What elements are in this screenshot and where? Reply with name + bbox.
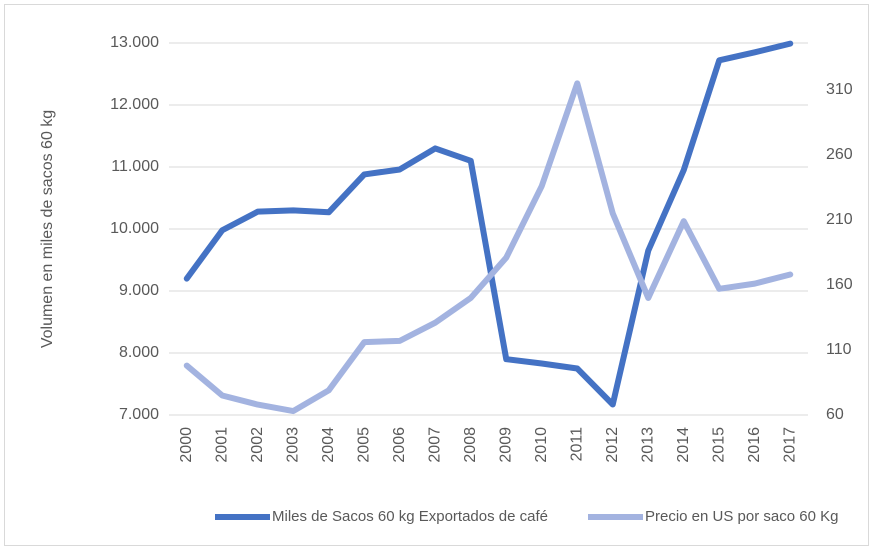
y-tick-label: 7.000 [119, 406, 159, 423]
x-tick-label: 2001 [213, 427, 230, 463]
x-tick-label: 2012 [604, 427, 621, 463]
y-tick-label: 11.000 [111, 158, 159, 175]
x-tick-label: 2015 [710, 427, 727, 463]
x-tick-label: 2008 [462, 427, 479, 463]
y-tick-label: 8.000 [119, 344, 159, 361]
x-tick-label: 2007 [426, 427, 443, 463]
y2-tick-label: 310 [826, 81, 853, 98]
x-tick-label: 2003 [284, 427, 301, 463]
x-tick-label: 2010 [533, 427, 550, 463]
x-tick-label: 2002 [249, 427, 266, 463]
y-tick-label: 9.000 [119, 282, 159, 299]
legend-label: Precio en US por saco 60 Kg [645, 508, 838, 525]
x-tick-label: 2004 [320, 427, 337, 463]
y-tick-label: 13.000 [110, 34, 159, 51]
y2-tick-label: 60 [826, 406, 844, 423]
x-tick-label: 2005 [355, 427, 372, 463]
y2-tick-label: 110 [826, 341, 852, 358]
y-tick-label: 10.000 [110, 220, 159, 237]
y-axis-label: Volumen en miles de sacos 60 kg [39, 110, 56, 348]
x-tick-label: 2009 [497, 427, 514, 463]
x-tick-label: 2000 [178, 427, 195, 463]
x-tick-label: 2006 [391, 427, 408, 463]
legend-label: Miles de Sacos 60 kg Exportados de café [272, 508, 548, 525]
chart-border [4, 4, 869, 546]
y-tick-label: 12.000 [110, 96, 159, 113]
y2-tick-label: 210 [826, 211, 853, 228]
y2-tick-label: 160 [826, 276, 853, 293]
x-tick-label: 2016 [746, 427, 763, 463]
x-tick-label: 2013 [639, 427, 656, 463]
x-tick-label: 2017 [781, 427, 798, 463]
line-series [183, 80, 794, 415]
x-tick-label: 2011 [568, 427, 585, 462]
y2-tick-label: 260 [826, 146, 853, 163]
x-tick-label: 2014 [675, 427, 692, 463]
line-series [183, 40, 794, 408]
